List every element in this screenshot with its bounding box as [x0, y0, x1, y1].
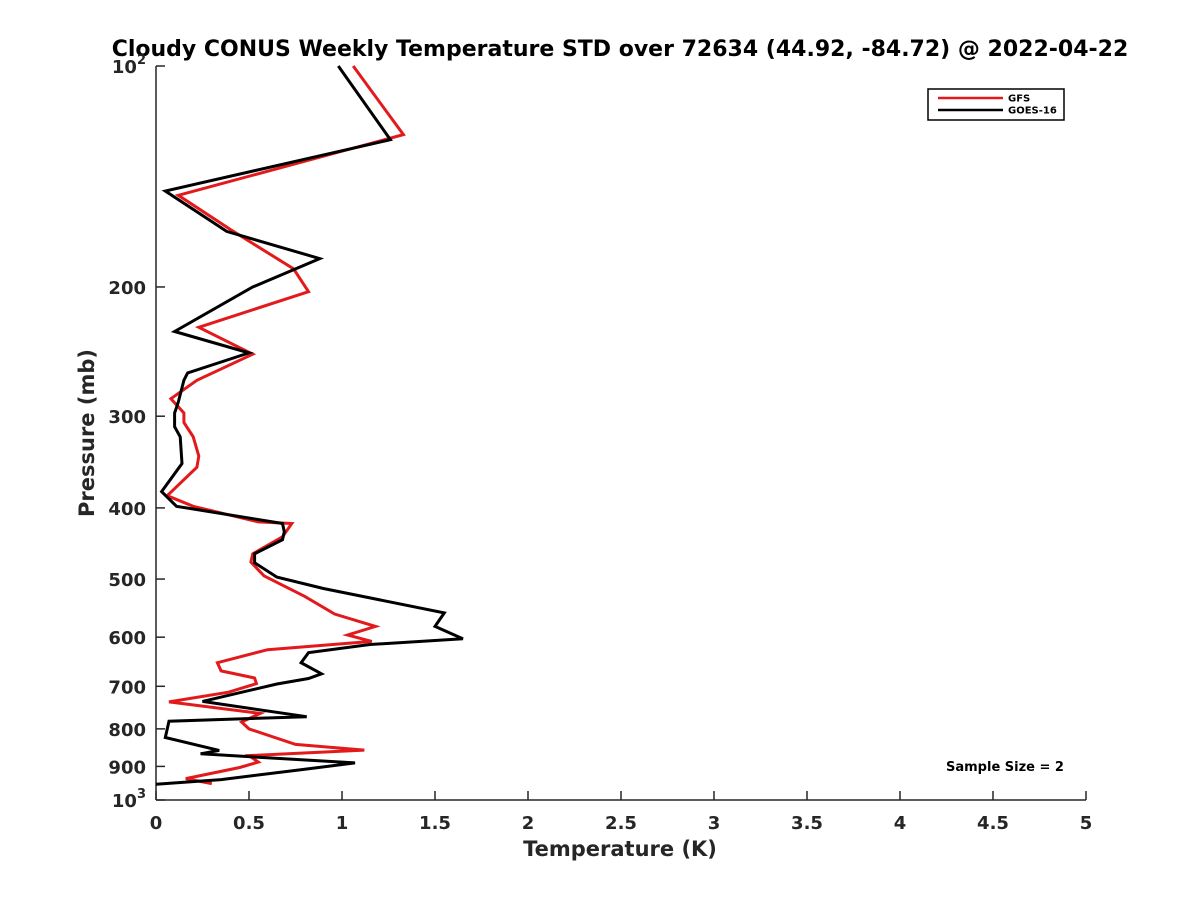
x-tick-label: 2: [522, 813, 535, 834]
x-tick-label: 4: [894, 813, 907, 834]
series-layer: [155, 65, 464, 786]
x-tick-label: 1: [336, 813, 349, 834]
legend-box: [927, 88, 1065, 121]
x-tick-label: 4.5: [977, 813, 1009, 834]
series-line-goes16: [155, 65, 464, 786]
y-tick-label: 600: [108, 628, 146, 649]
y-tick-label: 700: [108, 677, 146, 698]
x-tick-label: 2.5: [605, 813, 637, 834]
y-tick-label: 102: [112, 53, 146, 78]
x-tick-label: 1.5: [419, 813, 451, 834]
x-tick-label: 0: [150, 813, 163, 834]
x-tick-label: 0.5: [233, 813, 265, 834]
y-tick-label: 300: [108, 407, 146, 428]
x-axis-label: Temperature (K): [523, 837, 717, 861]
sample-size-annotation: Sample Size = 2: [946, 760, 1064, 775]
y-tick-label: 900: [108, 757, 146, 778]
y-tick-label: 400: [108, 499, 146, 520]
legend-label-gfs: GFS: [1008, 94, 1030, 105]
series-line-gfs: [164, 65, 406, 786]
y-tick-label: 200: [108, 278, 146, 299]
x-axis-ticks: 0 0.5 1 1.5 2 2.5 3 3.5 4 4.5 5: [150, 791, 1093, 834]
y-axis-ticks: 102 200 300 400 500 600 700 800 900 103: [108, 53, 165, 812]
y-tick-label: 800: [108, 720, 146, 741]
y-tick-label: 103: [112, 787, 146, 812]
chart-title: Cloudy CONUS Weekly Temperature STD over…: [112, 37, 1129, 62]
legend: GFS GOES-16: [927, 88, 1065, 121]
x-tick-label: 3.5: [791, 813, 823, 834]
y-tick-label: 500: [108, 570, 146, 591]
x-tick-label: 3: [708, 813, 721, 834]
legend-label-goes16: GOES-16: [1008, 106, 1057, 117]
x-tick-label: 5: [1080, 813, 1093, 834]
plot-frame: [155, 66, 1086, 801]
y-axis-label: Pressure (mb): [75, 349, 99, 517]
